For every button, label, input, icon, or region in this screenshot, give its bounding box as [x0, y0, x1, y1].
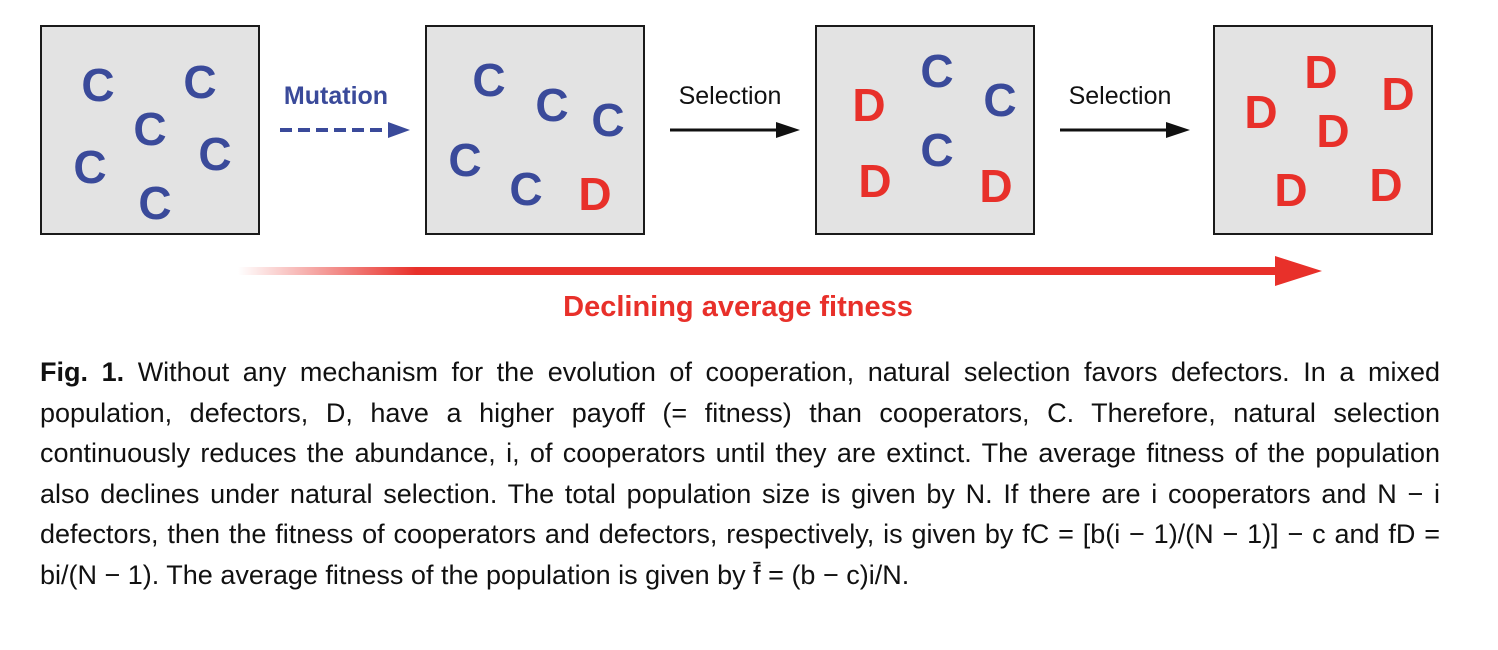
caption-figure-label: Fig. 1. — [40, 357, 125, 387]
defector-letter: D — [1369, 159, 1403, 211]
cooperator-letter: C — [920, 45, 954, 97]
defector-letter: D — [1316, 105, 1350, 157]
fitness-trend-label: Declining average fitness — [563, 291, 913, 323]
selection-arrow-1 — [670, 122, 800, 138]
caption-text: Without any mechanism for the evolution … — [40, 357, 1440, 590]
selection-label-2: Selection — [1068, 82, 1172, 110]
mutation-label: Mutation — [283, 82, 389, 110]
panel-4: D D D D D D — [1213, 25, 1433, 235]
cooperator-letter: C — [509, 163, 543, 215]
selection-label-1: Selection — [678, 82, 782, 110]
cooperator-letter: C — [183, 56, 217, 108]
cooperator-letter: C — [448, 134, 482, 186]
defector-letter: D — [852, 79, 886, 131]
defector-letter: D — [1274, 164, 1308, 216]
cooperator-letter: C — [81, 59, 115, 111]
defector-letter: D — [1244, 86, 1278, 138]
selection-arrow-2 — [1060, 122, 1190, 138]
cooperator-letter: C — [591, 94, 625, 146]
figure-caption: Fig. 1. Without any mechanism for the ev… — [40, 352, 1440, 595]
defector-letter: D — [1381, 68, 1415, 120]
defector-letter: D — [1304, 46, 1338, 98]
figure: C C C C C C C C C C C D C C C D D D D D … — [40, 25, 1433, 323]
panel-2: C C C C C D — [425, 25, 645, 235]
cooperator-letter: C — [472, 54, 506, 106]
cooperator-letter: C — [133, 103, 167, 155]
panel-3: C C C D D D — [815, 25, 1035, 235]
defector-letter: D — [858, 155, 892, 207]
cooperator-letter: C — [73, 141, 107, 193]
cooperator-letter: C — [535, 79, 569, 131]
defector-letter: D — [979, 160, 1013, 212]
fitness-trend-arrow — [238, 256, 1322, 286]
panel-1: C C C C C C — [40, 25, 260, 235]
mutation-arrow — [280, 122, 410, 138]
defector-letter: D — [578, 168, 612, 220]
cooperator-letter: C — [198, 128, 232, 180]
cooperator-letter: C — [983, 74, 1017, 126]
cooperator-letter: C — [920, 124, 954, 176]
cooperator-letter: C — [138, 177, 172, 229]
